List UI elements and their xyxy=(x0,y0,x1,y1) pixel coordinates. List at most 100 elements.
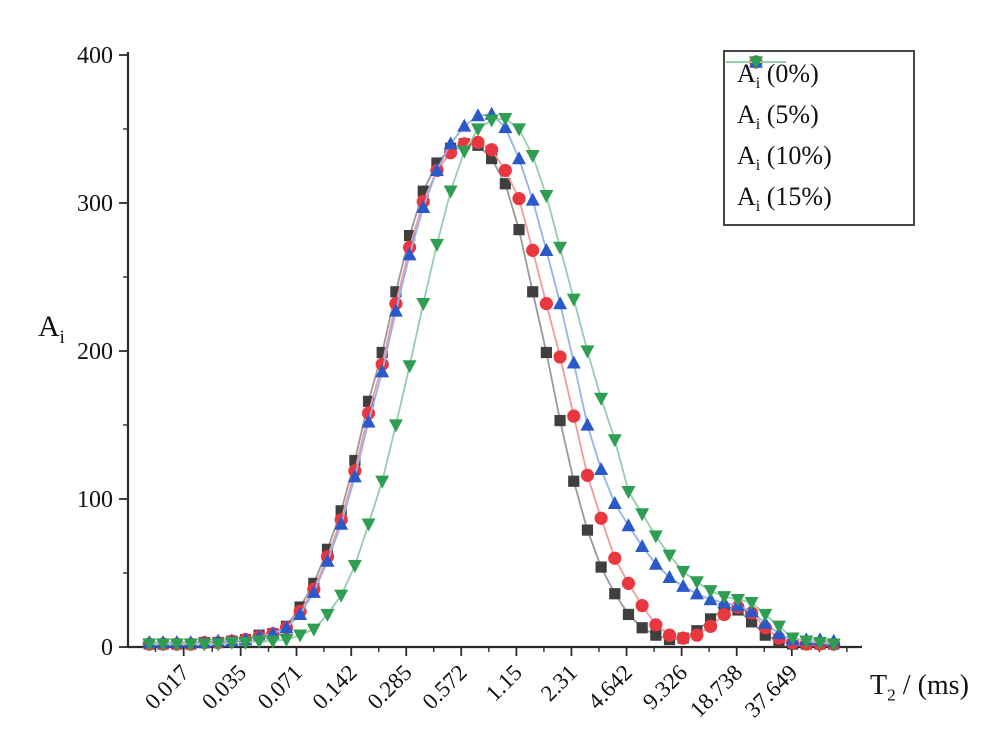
data-point-triangle-down xyxy=(361,518,376,532)
data-point-triangle-up xyxy=(402,247,417,261)
data-point-square xyxy=(376,346,388,359)
data-point-triangle-down xyxy=(785,632,800,646)
data-point-triangle-up xyxy=(525,192,540,206)
legend: Ai (0%) Ai (5%) Ai (10%) Ai (15%) xyxy=(723,50,915,226)
data-point-triangle-down xyxy=(265,635,280,649)
x-tick-label: 18.738 xyxy=(685,660,747,722)
data-point-square xyxy=(759,629,771,641)
y-axis-title: Ai xyxy=(38,310,65,349)
series-markers-ai-15pct xyxy=(142,113,841,652)
data-point-triangle-down xyxy=(648,530,663,544)
data-point-triangle-down xyxy=(211,638,226,652)
y-tick-label: 300 xyxy=(77,191,113,217)
data-point-triangle-up xyxy=(347,469,362,483)
data-point-triangle-down xyxy=(484,114,499,128)
data-point-square xyxy=(595,561,607,573)
data-point-triangle-down xyxy=(238,636,253,650)
data-point-circle xyxy=(526,243,540,257)
data-point-triangle-down xyxy=(197,638,212,652)
x-axis-title-base: T xyxy=(870,670,888,701)
x-axis-ticks: 0.017 0.035 0.071 0.142 0.285 0.572 1.15 2.31 4.… xyxy=(140,647,848,722)
data-point-circle xyxy=(594,511,608,525)
data-point-triangle-down xyxy=(730,594,745,608)
data-point-triangle-up xyxy=(375,364,390,378)
data-point-triangle-down xyxy=(457,145,472,159)
data-point-triangle-up xyxy=(758,615,773,629)
data-point-triangle-up xyxy=(429,163,444,177)
data-point-triangle-down xyxy=(306,623,321,637)
data-point-triangle-up xyxy=(676,578,691,592)
data-point-triangle-down xyxy=(635,508,650,522)
data-point-triangle-up xyxy=(553,296,568,310)
data-point-triangle-down xyxy=(703,585,718,599)
data-point-triangle-up xyxy=(566,355,581,369)
data-point-triangle-up xyxy=(539,242,554,256)
data-point-triangle-down xyxy=(293,629,308,643)
data-point-triangle-down xyxy=(676,565,691,579)
data-point-circle xyxy=(649,618,663,632)
data-point-triangle-down xyxy=(470,123,485,137)
legend-label-suffix: (15%) xyxy=(760,182,832,212)
x-axis-title-sub: 2 xyxy=(887,685,896,705)
legend-label-sub: i xyxy=(755,116,761,134)
data-point-circle xyxy=(580,468,595,482)
data-point-triangle-down xyxy=(717,591,732,605)
data-point-triangle-down xyxy=(279,634,294,647)
data-point-square xyxy=(650,629,662,641)
data-point-circle xyxy=(635,598,649,613)
data-point-triangle-down xyxy=(749,56,763,70)
data-point-square xyxy=(417,185,429,197)
data-point-triangle-up xyxy=(689,586,704,600)
data-point-square xyxy=(431,157,443,169)
data-point-square xyxy=(636,622,648,634)
legend-label-base: A xyxy=(737,100,756,130)
data-point-square xyxy=(622,608,635,621)
y-axis-title-sub: i xyxy=(59,327,65,348)
data-point-triangle-down xyxy=(539,190,554,203)
data-point-triangle-down xyxy=(512,123,527,137)
data-point-triangle-up xyxy=(443,136,458,150)
x-tick-label: 0.035 xyxy=(197,660,251,714)
data-point-triangle-down xyxy=(224,636,239,650)
legend-label-base: A xyxy=(737,182,756,212)
data-point-triangle-up xyxy=(580,417,595,431)
data-point-triangle-up xyxy=(635,538,650,552)
data-point-square xyxy=(513,224,525,236)
legend-item-ai-10pct: Ai (10%) xyxy=(726,54,913,175)
legend-item-ai-15pct: Ai (15%) xyxy=(726,56,913,216)
data-point-triangle-down xyxy=(525,150,540,164)
data-point-circle xyxy=(539,297,553,311)
data-point-triangle-down xyxy=(744,597,759,610)
data-point-square xyxy=(581,524,594,536)
data-point-square xyxy=(540,346,552,359)
data-point-triangle-down xyxy=(813,636,828,650)
data-point-triangle-up xyxy=(498,120,513,134)
data-point-triangle-up xyxy=(361,414,376,428)
x-tick-label: 0.142 xyxy=(308,660,362,714)
data-point-triangle-up xyxy=(662,570,677,584)
data-point-triangle-up xyxy=(703,592,718,606)
data-point-triangle-up xyxy=(470,108,485,122)
legend-label-sub: i xyxy=(755,157,761,175)
x-tick-label: 0.285 xyxy=(363,660,417,714)
y-tick-label: 200 xyxy=(77,339,113,365)
data-point-triangle-down xyxy=(799,635,814,649)
data-point-triangle-down xyxy=(252,635,267,649)
data-point-triangle-down xyxy=(594,392,609,406)
data-point-circle xyxy=(608,551,622,565)
data-point-triangle-down xyxy=(621,486,636,499)
data-point-triangle-up xyxy=(648,556,663,570)
data-point-triangle-down xyxy=(443,185,458,199)
data-point-triangle-up xyxy=(334,516,349,530)
data-point-square xyxy=(609,588,621,600)
x-tick-label: 9.326 xyxy=(638,660,692,714)
data-point-circle xyxy=(662,628,677,642)
data-point-triangle-down xyxy=(416,298,431,312)
data-point-triangle-up xyxy=(607,496,622,510)
series-ai-15pct xyxy=(142,113,841,652)
data-point-triangle-up xyxy=(457,118,472,132)
data-point-triangle-up xyxy=(744,604,759,618)
data-point-triangle-down xyxy=(689,576,704,590)
data-point-triangle-down xyxy=(388,419,403,433)
